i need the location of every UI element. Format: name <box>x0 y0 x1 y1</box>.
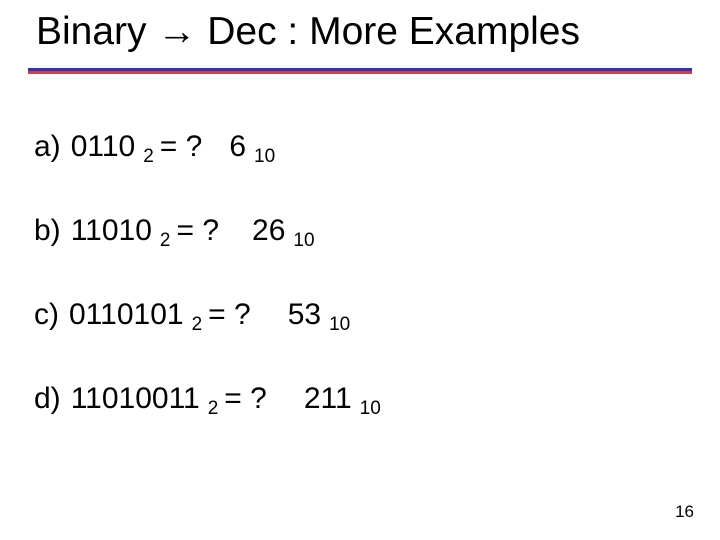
equals-question: = ? <box>208 298 251 332</box>
base-src: 2 <box>143 146 154 168</box>
base-dst: 10 <box>254 146 275 168</box>
title-underline <box>28 68 692 74</box>
base-dst: 10 <box>360 398 381 420</box>
examples-list: a) 0110 2 = ? 6 10 b) 11010 2 = ? 26 10 <box>28 74 692 416</box>
page-title: Binary → Dec : More Examples <box>28 10 692 64</box>
base-src: 2 <box>160 230 171 252</box>
example-label: a) <box>34 130 61 164</box>
decimal-answer: 53 <box>288 298 321 332</box>
binary-value: 0110 <box>71 130 136 164</box>
slide: Binary → Dec : More Examples a) 0110 2 =… <box>0 0 720 540</box>
binary-value: 11010 <box>71 214 152 248</box>
base-dst: 10 <box>293 230 314 252</box>
example-label: c) <box>34 298 59 332</box>
base-dst: 10 <box>329 314 350 336</box>
base-src: 2 <box>192 314 203 336</box>
decimal-answer: 211 <box>304 382 352 416</box>
equals-question: = ? <box>224 382 267 416</box>
underline-red <box>28 71 692 74</box>
example-a: a) 0110 2 = ? 6 10 <box>34 130 692 164</box>
equals-question: = ? <box>160 130 203 164</box>
example-label: b) <box>34 214 61 248</box>
decimal-answer: 6 <box>229 130 246 164</box>
base-src: 2 <box>208 398 219 420</box>
decimal-answer: 26 <box>252 214 285 248</box>
binary-value: 11010011 <box>71 382 200 416</box>
page-number: 16 <box>675 502 694 522</box>
example-b: b) 11010 2 = ? 26 10 <box>34 214 692 248</box>
binary-value: 0110101 <box>69 298 184 332</box>
example-label: d) <box>34 382 61 416</box>
example-c: c) 0110101 2 = ? 53 10 <box>34 298 692 332</box>
equals-question: = ? <box>176 214 219 248</box>
example-d: d) 11010011 2 = ? 211 10 <box>34 382 692 416</box>
